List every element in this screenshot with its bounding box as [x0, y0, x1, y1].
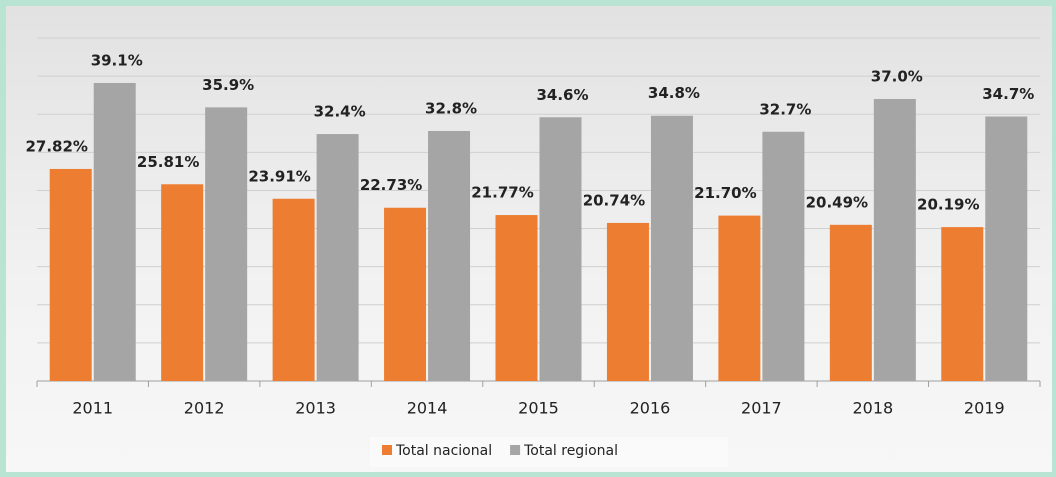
bar: [718, 215, 761, 381]
value-label: 20.49%: [806, 193, 868, 211]
bar: [272, 198, 315, 381]
value-label: 20.19%: [917, 196, 979, 214]
bar: [606, 222, 649, 381]
x-tick-label: 2011: [72, 399, 113, 418]
bar: [93, 82, 136, 382]
value-label: 34.6%: [536, 86, 588, 104]
bar: [161, 184, 204, 381]
legend-box: [370, 437, 728, 467]
bar: [650, 115, 693, 381]
bar: [539, 117, 582, 381]
bar: [49, 168, 92, 381]
bar: [428, 130, 471, 381]
x-tick-label: 2012: [184, 399, 225, 418]
value-label: 21.77%: [471, 184, 533, 202]
bar: [829, 224, 872, 381]
value-label: 32.7%: [759, 100, 811, 118]
value-label: 37.0%: [871, 67, 923, 85]
x-tick-label: 2016: [630, 399, 671, 418]
legend-swatch: [382, 445, 392, 455]
x-tick-label: 2014: [407, 399, 448, 418]
bar: [205, 107, 248, 382]
bar: [873, 98, 916, 381]
value-label: 22.73%: [360, 176, 422, 194]
value-label: 25.81%: [137, 153, 199, 171]
legend-swatch: [510, 445, 521, 455]
legend-label: Total nacional: [395, 443, 492, 459]
bar: [941, 227, 984, 381]
value-label: 35.9%: [202, 76, 254, 94]
value-label: 20.74%: [583, 191, 645, 209]
bar: [762, 131, 805, 381]
value-label: 34.7%: [982, 85, 1034, 103]
bar: [495, 215, 538, 381]
bar: [384, 207, 427, 381]
x-tick-label: 2015: [518, 399, 559, 418]
value-label: 34.8%: [648, 84, 700, 102]
value-label: 32.4%: [314, 103, 366, 121]
x-tick-label: 2013: [295, 399, 336, 418]
value-label: 23.91%: [248, 167, 310, 185]
legend-label: Total regional: [523, 443, 618, 459]
value-label: 39.1%: [91, 51, 143, 69]
value-label: 32.8%: [425, 99, 477, 117]
bar: [316, 134, 359, 381]
value-label: 21.70%: [694, 184, 756, 202]
x-tick-label: 2019: [964, 399, 1005, 418]
value-label: 27.82%: [25, 137, 87, 155]
bar: [985, 116, 1028, 382]
x-tick-label: 2018: [852, 399, 893, 418]
x-tick-label: 2017: [741, 399, 782, 418]
